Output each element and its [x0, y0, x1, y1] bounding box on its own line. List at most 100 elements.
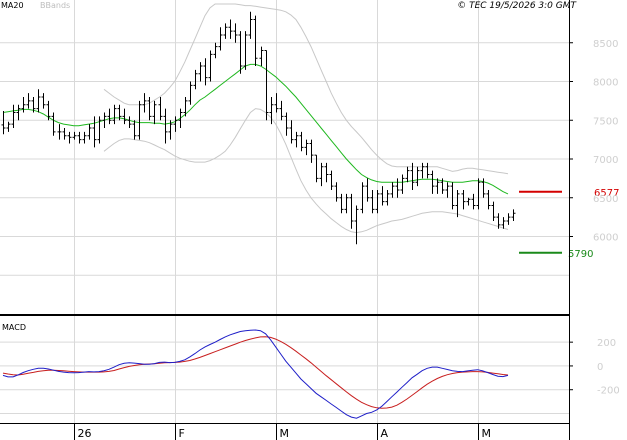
ohlc-bar: [511, 209, 516, 221]
legend-bbands: BBands: [40, 1, 70, 10]
ohlc-bar: [284, 112, 289, 136]
ohlc-bar: [26, 93, 31, 109]
ohlc-bar: [31, 97, 36, 113]
ohlc-bar: [466, 197, 471, 206]
ohlc-bar: [67, 131, 72, 144]
ohlc-bar: [163, 108, 168, 144]
ohlc-bar: [471, 193, 476, 210]
ohlc-bar: [289, 120, 294, 144]
ohlc-bar: [455, 190, 460, 218]
ohlc-bar: [238, 31, 243, 74]
ohlc-bar: [354, 205, 359, 245]
time-tick-label: A: [381, 427, 389, 440]
ohlc-bar: [92, 116, 97, 148]
ohlc-bar: [380, 186, 385, 206]
ohlc-bar: [375, 190, 380, 214]
macd-tick-label: 0: [597, 362, 603, 373]
ohlc-bar: [57, 124, 62, 140]
ohlc-bar: [481, 178, 486, 198]
bollinger-bands: [103, 3, 509, 234]
ohlc-bar: [405, 166, 410, 183]
ohlc-bar: [132, 120, 137, 140]
price-tick-label: 8500: [593, 39, 618, 50]
ohlc-bar: [6, 121, 11, 132]
ohlc-bar: [11, 104, 16, 128]
panel-divider: [0, 314, 570, 316]
time-tick-label: F: [179, 427, 185, 440]
price-tick-label: 6000: [593, 233, 618, 244]
ohlc-bar: [410, 162, 415, 190]
macd-gridlines: [0, 341, 569, 414]
macd-tick-label: -200: [597, 386, 620, 397]
ohlc-bar: [314, 154, 319, 183]
ohlc-bar: [334, 182, 339, 202]
ohlc-bar: [420, 162, 425, 179]
ohlc-bar: [183, 97, 188, 117]
time-tick-label: M: [482, 427, 492, 440]
ohlc-bar: [445, 182, 450, 198]
ohlc-bar: [430, 170, 435, 194]
ohlc-bar: [228, 19, 233, 39]
price-tick-label: 7500: [593, 116, 618, 127]
resistance-level-label: 6577: [594, 188, 619, 199]
macd-line: [2, 329, 509, 419]
ohlc-bar: [213, 42, 218, 59]
ohlc-bar: [122, 108, 127, 125]
ohlc-bar: [72, 131, 77, 140]
ohlc-bar: [46, 100, 51, 121]
ohlc-bar: [223, 23, 228, 39]
ohlc-bar: [395, 178, 400, 198]
ohlc-bar: [365, 178, 370, 202]
copyright-stamp: © TEC 19/5/2026 3:0 GMT: [457, 1, 577, 11]
ohlc-bar: [349, 193, 354, 229]
ohlc-bar: [107, 108, 112, 125]
ohlc-bar: [152, 100, 157, 125]
ohlc-bar: [294, 131, 299, 148]
ohlc-bar: [87, 124, 92, 140]
ohlc-bar: [173, 116, 178, 132]
ohlc-bar: [259, 46, 264, 66]
ohlc-bar: [269, 97, 274, 125]
ohlc-bar: [319, 162, 324, 187]
price-axis-line: [569, 0, 570, 440]
ohlc-bar: [77, 131, 82, 144]
ohlc-bar: [41, 93, 46, 109]
ohlc-bar: [51, 112, 56, 136]
time-axis-line: [0, 423, 570, 424]
ohlc-bar: [208, 50, 213, 82]
ohlc-bar: [142, 93, 147, 113]
ohlc-bar: [491, 201, 496, 221]
ohlc-bar: [188, 81, 193, 105]
ohlc-bar: [137, 100, 142, 140]
ohlc-bar: [198, 62, 203, 82]
ohlc-bar: [243, 31, 248, 70]
ohlc-bar: [324, 162, 329, 183]
ohlc-bar: [501, 217, 506, 229]
ohlc-bar: [16, 104, 21, 121]
ohlc-bar: [218, 27, 223, 51]
ohlc-bar: [253, 15, 258, 66]
price-tick-label: 7000: [593, 155, 618, 166]
ohlc-bar: [264, 50, 269, 121]
ohlc-bar: [450, 182, 455, 210]
ohlc-bar: [193, 69, 198, 90]
ohlc-bar: [329, 170, 334, 190]
ohlc-bar: [203, 58, 208, 86]
ohlc-bar: [486, 190, 491, 210]
ohlc-bar: [339, 193, 344, 214]
ohlc-bar: [82, 131, 87, 144]
time-tick-label: 26: [78, 427, 92, 440]
ohlc-bar: [158, 97, 163, 121]
ohlc-bar: [178, 108, 183, 128]
ohlc-bar: [496, 213, 501, 229]
ohlc-bar: [360, 182, 365, 214]
ohlc-bar: [390, 182, 395, 198]
ohlc-bar: [415, 166, 420, 187]
price-levels: 6577 5790: [519, 188, 619, 260]
macd-label: MACD: [2, 323, 26, 332]
price-tick-label: 6500: [593, 194, 618, 205]
macd-axis-ticks: 200 0 -200: [569, 338, 620, 397]
time-axis-ticks: 26 F M A M: [74, 423, 492, 440]
ohlc-bar: [248, 11, 253, 39]
